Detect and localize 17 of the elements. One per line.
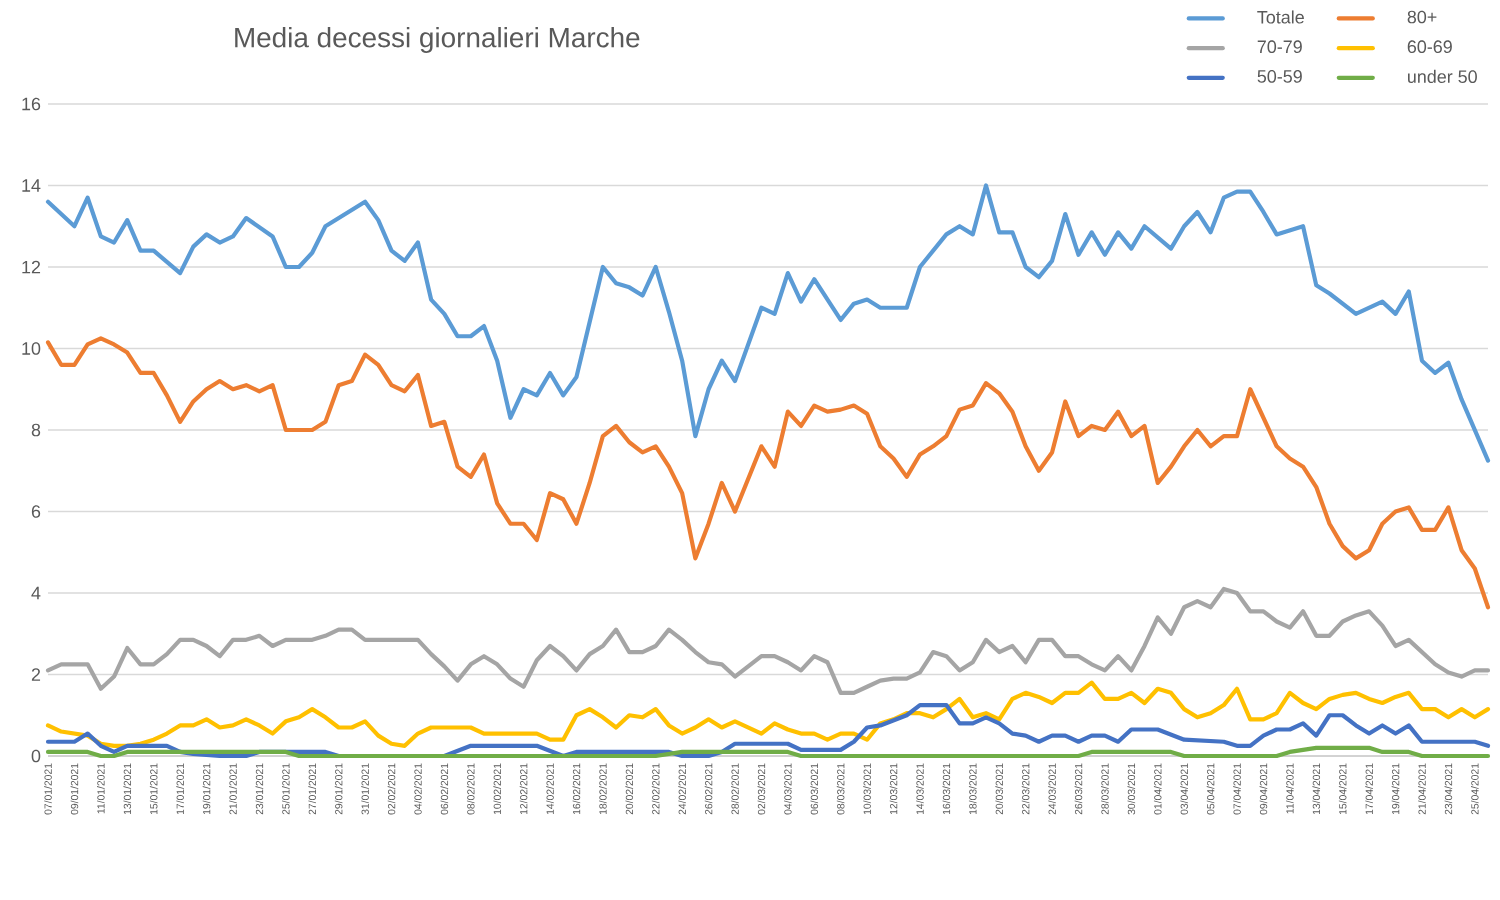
legend-label: 70-79 xyxy=(1257,40,1302,54)
y-tick-label: 10 xyxy=(22,342,41,355)
y-tick-label: 14 xyxy=(22,179,41,192)
legend-label: 50-59 xyxy=(1257,70,1302,83)
y-tick-label: 8 xyxy=(31,423,41,437)
legend-label: Totale xyxy=(1257,10,1304,24)
y-tick-label: 12 xyxy=(22,260,41,274)
line-series xyxy=(45,702,1491,759)
chart-title: Media decessi giornalieri Marche xyxy=(235,26,640,53)
y-tick-label: 6 xyxy=(31,505,41,518)
legend-label: under 50 xyxy=(1408,69,1477,84)
y-tick-label: 16 xyxy=(22,97,41,111)
y-tick-label: 2 xyxy=(31,668,41,681)
y-tick-label: 4 xyxy=(31,586,41,600)
legend-label: 80+ xyxy=(1407,10,1437,24)
y-tick-label: 0 xyxy=(31,749,41,763)
legend-label: 60-69 xyxy=(1407,40,1452,54)
